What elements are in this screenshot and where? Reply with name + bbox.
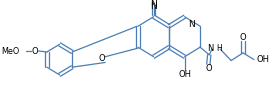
Text: O: O (98, 54, 105, 63)
Text: O: O (32, 46, 38, 56)
Text: OH: OH (257, 55, 270, 64)
Text: OH: OH (178, 70, 191, 79)
Text: H: H (217, 44, 222, 53)
Text: N: N (188, 20, 195, 29)
Text: O: O (206, 64, 212, 73)
Text: O: O (240, 33, 246, 42)
Text: N: N (207, 44, 214, 53)
Text: N: N (150, 2, 157, 11)
Text: MeO: MeO (1, 46, 19, 56)
Text: N: N (150, 0, 157, 9)
